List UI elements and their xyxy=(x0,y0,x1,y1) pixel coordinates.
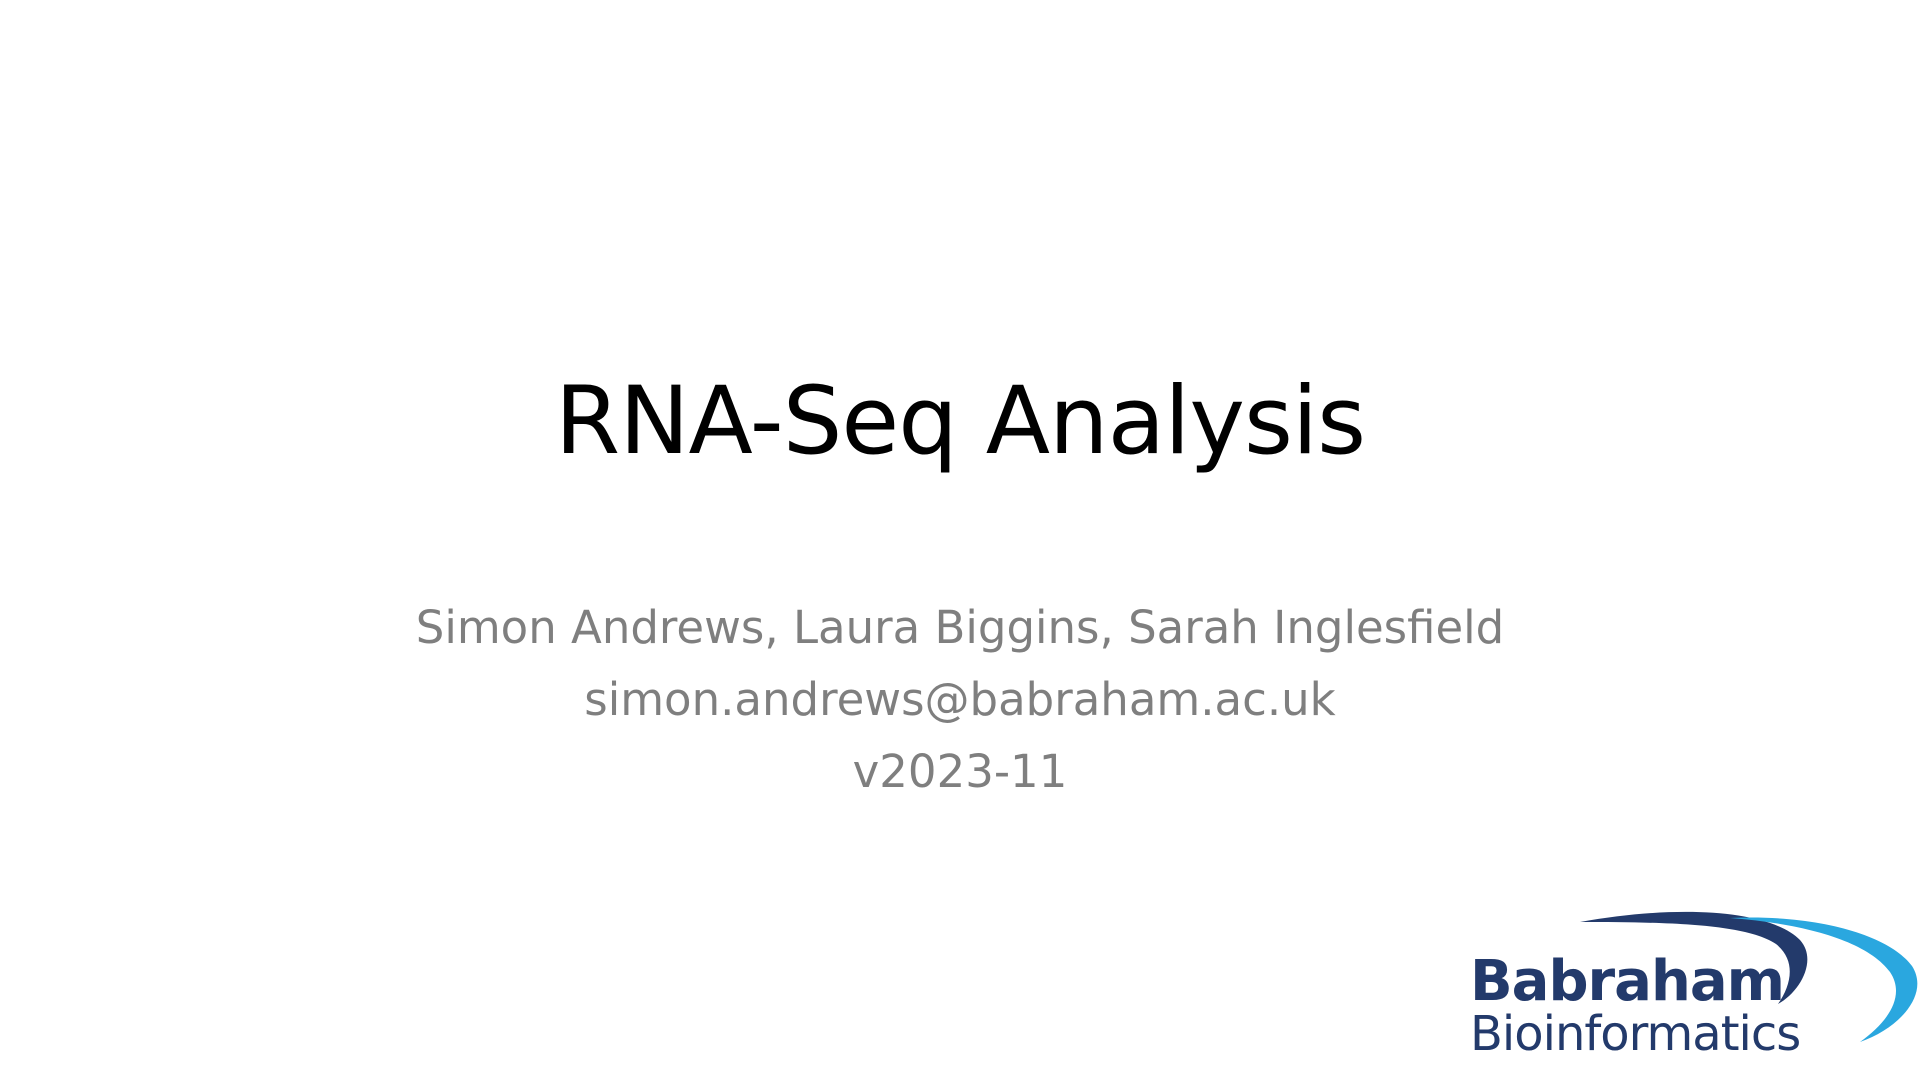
email-line: simon.andrews@babraham.ac.uk xyxy=(584,673,1336,726)
version-line: v2023-11 xyxy=(852,745,1068,798)
slide-subtitle: Simon Andrews, Laura Biggins, Sarah Ingl… xyxy=(0,592,1920,808)
logo-swoosh-icon xyxy=(1580,911,1918,1042)
authors-line: Simon Andrews, Laura Biggins, Sarah Ingl… xyxy=(415,601,1505,654)
logo-text-babraham: Babraham xyxy=(1470,949,1785,1014)
slide-title: RNA-Seq Analysis xyxy=(554,367,1366,476)
logo-text-bioinformatics: Bioinformatics xyxy=(1470,1006,1801,1062)
babraham-bioinformatics-logo: Babraham Bioinformatics xyxy=(1460,910,1920,1070)
